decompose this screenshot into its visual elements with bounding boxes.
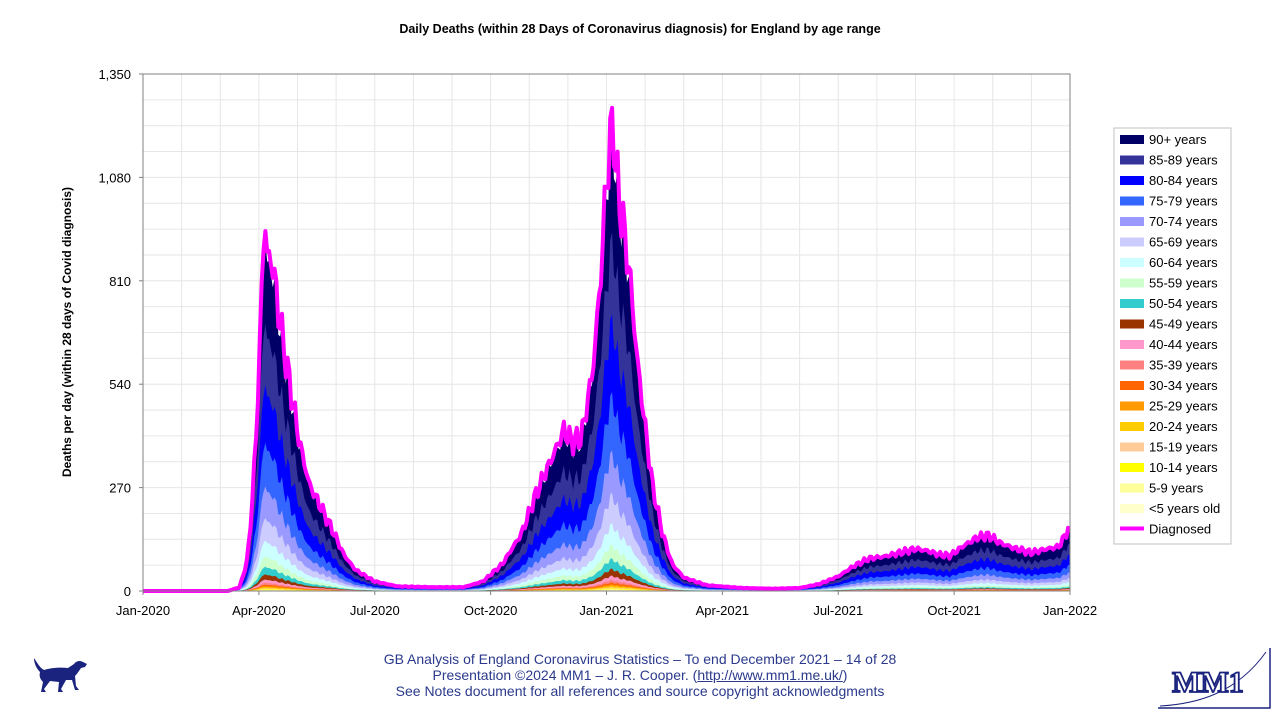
area-5-9-years xyxy=(143,589,1070,591)
legend: 90+ years 85-89 years 80-84 years 75-79 yea… xyxy=(1113,127,1232,545)
logo-text: MM1 xyxy=(1172,666,1244,699)
y-axis-ticks: 0 270 540 810 1,080 1,350 xyxy=(98,67,143,599)
legend-swatch xyxy=(1120,155,1144,165)
legend-label: 40-44 years xyxy=(1149,337,1218,352)
legend-label: 25-29 years xyxy=(1149,399,1218,414)
x-tick-label: Oct-2021 xyxy=(927,603,980,618)
y-tick-label: 0 xyxy=(124,584,131,599)
x-tick-label: Jan-2020 xyxy=(116,603,170,618)
y-tick-label: 540 xyxy=(109,377,131,392)
legend-swatch xyxy=(1120,381,1144,390)
legend-label: 55-59 years xyxy=(1149,276,1218,291)
legend-label: 5-9 years xyxy=(1149,481,1204,496)
legend-swatch xyxy=(1120,176,1144,185)
legend-swatch xyxy=(1120,401,1144,411)
y-tick-label: 810 xyxy=(109,274,131,289)
legend-swatch xyxy=(1120,319,1144,329)
y-tick-label: 1,350 xyxy=(98,67,131,82)
legend-swatch xyxy=(1120,504,1144,513)
legend-label: 60-64 years xyxy=(1149,255,1218,270)
footer-copyright: Presentation ©2024 MM1 – J. R. Cooper. ( xyxy=(432,667,698,683)
y-tick-label: 1,080 xyxy=(98,170,131,185)
legend-label: 70-74 years xyxy=(1149,214,1218,229)
legend-label: 45-49 years xyxy=(1149,317,1218,332)
footer-link[interactable]: http://www.mm1.me.uk/ xyxy=(697,667,843,683)
x-tick-label: Oct-2020 xyxy=(464,603,517,618)
legend-swatch xyxy=(1120,340,1144,349)
legend-label: 90+ years xyxy=(1149,132,1207,147)
legend-swatch xyxy=(1120,299,1144,308)
footer-line-2: Presentation ©2024 MM1 – J. R. Cooper. (… xyxy=(0,667,1280,683)
footer-line-3: See Notes document for all references an… xyxy=(395,683,885,699)
x-tick-label: Jul-2020 xyxy=(350,603,400,618)
y-axis-label: Deaths per day (within 28 days of Covid … xyxy=(60,187,74,477)
legend-swatch xyxy=(1120,217,1144,226)
legend-swatch xyxy=(1120,422,1144,431)
legend-label: 30-34 years xyxy=(1149,378,1218,393)
legend-label-diagnosed: Diagnosed xyxy=(1149,522,1211,537)
legend-swatch xyxy=(1120,483,1144,493)
legend-swatch xyxy=(1120,360,1144,370)
legend-swatch xyxy=(1120,278,1144,288)
legend-label: 35-39 years xyxy=(1149,358,1218,373)
legend-swatch xyxy=(1120,442,1144,452)
legend-label: 65-69 years xyxy=(1149,235,1218,250)
x-tick-label: Apr-2020 xyxy=(232,603,285,618)
legend-label: 15-19 years xyxy=(1149,440,1218,455)
legend-label: 75-79 years xyxy=(1149,194,1218,209)
legend-label: 10-14 years xyxy=(1149,460,1218,475)
legend-swatch xyxy=(1120,237,1144,247)
chart-title: Daily Deaths (within 28 Days of Coronavi… xyxy=(399,22,880,36)
legend-label: 80-84 years xyxy=(1149,173,1218,188)
legend-label: <5 years old xyxy=(1149,501,1220,516)
footer-line-1: GB Analysis of England Coronavirus Stati… xyxy=(383,651,897,667)
legend-label: 20-24 years xyxy=(1149,419,1218,434)
y-tick-label: 270 xyxy=(109,481,131,496)
diagnosed-line xyxy=(142,105,1071,593)
mm1-logo: MM1 xyxy=(1158,648,1271,709)
legend-label: 85-89 years xyxy=(1149,153,1218,168)
age-band-areas xyxy=(143,122,1070,592)
x-tick-label: Jan-2021 xyxy=(579,603,633,618)
dog-logo-icon xyxy=(34,658,87,692)
footer-link-close: ) xyxy=(842,667,848,683)
x-axis-ticks: Jan-2020 Apr-2020 Jul-2020 Oct-2020 Jan-2021… xyxy=(116,591,1097,618)
legend-swatch xyxy=(1120,463,1144,472)
legend-swatch xyxy=(1120,135,1144,144)
legend-swatch xyxy=(1120,196,1144,206)
legend-swatch xyxy=(1120,258,1144,267)
x-tick-label: Jan-2022 xyxy=(1043,603,1097,618)
x-tick-label: Jul-2021 xyxy=(813,603,863,618)
x-tick-label: Apr-2021 xyxy=(696,603,749,618)
legend-label: 50-54 years xyxy=(1149,296,1218,311)
